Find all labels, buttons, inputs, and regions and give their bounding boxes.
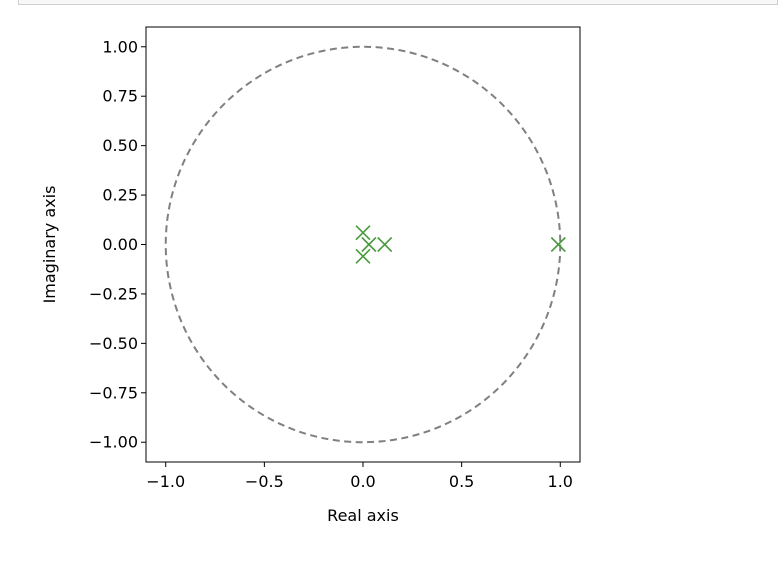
pole-marker-4 [550, 236, 566, 253]
x-tick-label: 0.5 [449, 472, 474, 491]
x-tick-label: −1.0 [146, 472, 185, 491]
y-axis-label: Imaginary axis [40, 186, 59, 304]
y-tick-label: 0.75 [102, 87, 138, 106]
y-tick-label: −1.00 [89, 433, 138, 452]
x-tick-label: 1.0 [548, 472, 573, 491]
y-tick-label: 0.50 [102, 136, 138, 155]
pole-marker-0 [355, 225, 371, 241]
y-tick-label: 0.00 [102, 235, 138, 254]
unit-circle [164, 45, 562, 444]
y-tick-label: 0.25 [102, 186, 138, 205]
y-tick-label: 1.00 [102, 37, 138, 56]
y-tick-label: −0.25 [89, 284, 138, 303]
plot-frame [145, 26, 581, 463]
x-axis-label: Real axis [327, 506, 399, 525]
pole-marker-1 [355, 248, 371, 264]
x-tick-label: 0.0 [350, 472, 375, 491]
pole-marker-3 [377, 236, 393, 253]
x-tick-label: −0.5 [245, 472, 284, 491]
y-tick-label: −0.50 [89, 334, 138, 353]
pole-marker-2 [361, 236, 377, 253]
y-tick-label: −0.75 [89, 383, 138, 402]
